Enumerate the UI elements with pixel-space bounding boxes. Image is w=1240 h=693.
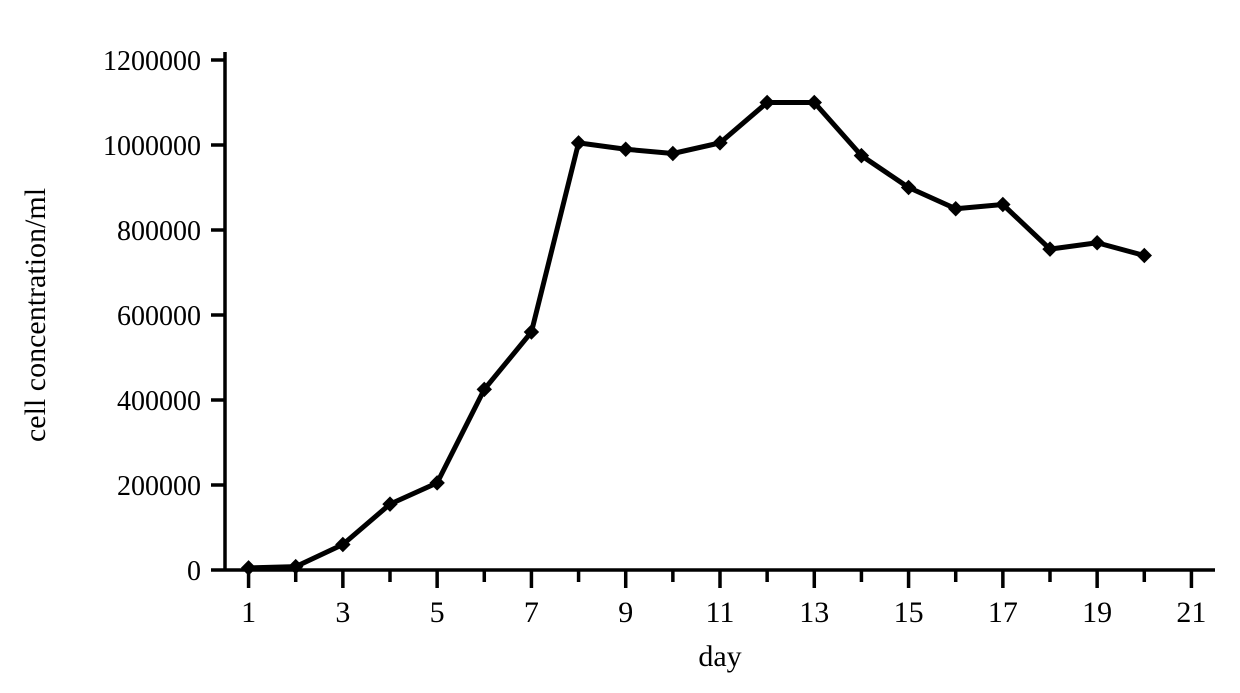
y-tick-label: 1000000 [103,131,201,162]
x-tick-label: 19 [1082,596,1112,629]
x-tick-label: 11 [706,596,735,629]
x-tick-label: 21 [1176,596,1206,629]
y-axis-label: cell concentration/ml [19,188,52,442]
y-tick-label: 200000 [117,471,201,502]
y-tick-label: 1200000 [103,46,201,77]
x-tick-label: 13 [799,596,829,629]
y-tick-label: 800000 [117,216,201,247]
x-tick-label: 3 [335,596,350,629]
line-chart: 0 200000 400000 600000 800000 1000000 1200000 1… [0,0,1240,693]
y-tick-label: 400000 [117,386,201,417]
x-tick-label: 5 [430,596,445,629]
y-tick-label: 600000 [117,301,201,332]
x-tick-label: 15 [894,596,924,629]
x-tick-label: 1 [241,596,256,629]
y-tick-label: 0 [187,556,201,587]
x-tick-label: 9 [618,596,633,629]
x-tick-label: 17 [988,596,1018,629]
x-axis-label: day [698,640,741,673]
chart-container: 0 200000 400000 600000 800000 1000000 1200000 1… [0,0,1240,693]
x-tick-label: 7 [524,596,539,629]
